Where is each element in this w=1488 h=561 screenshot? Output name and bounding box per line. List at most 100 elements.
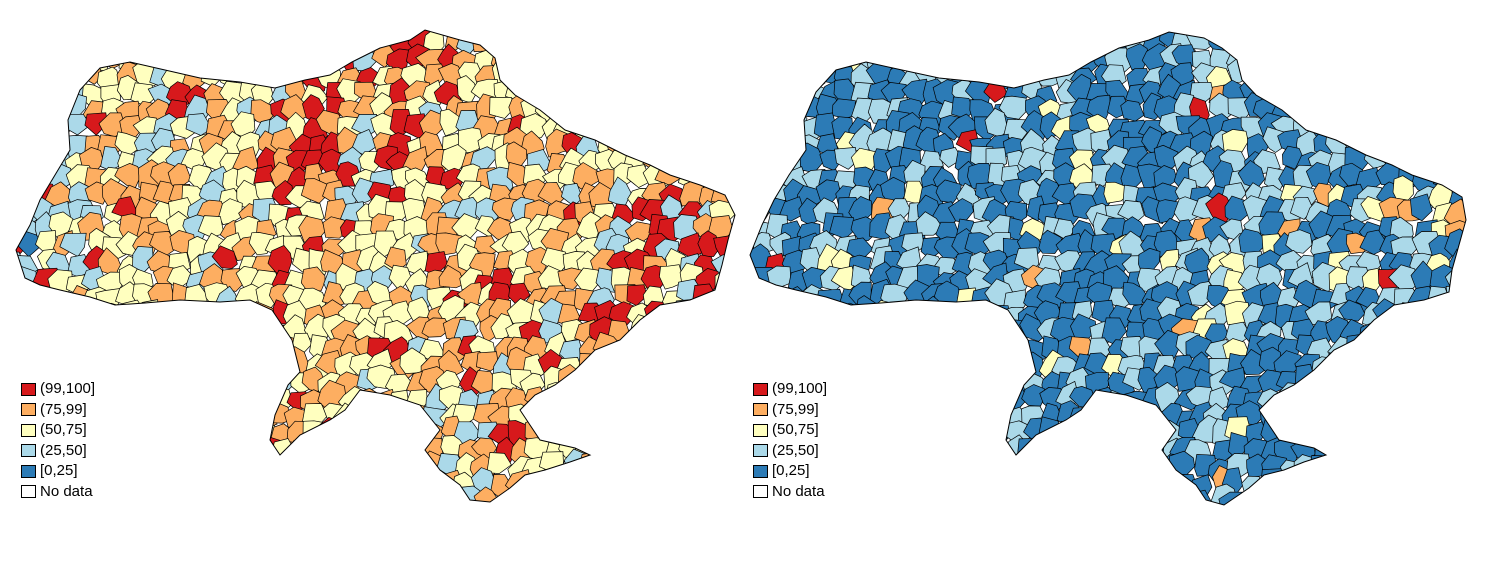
district-region bbox=[1393, 317, 1419, 343]
legend-label: (50,75] bbox=[772, 421, 819, 438]
district-region bbox=[35, 130, 60, 155]
district-region bbox=[16, 288, 39, 310]
district-region bbox=[44, 304, 74, 328]
district-region bbox=[957, 419, 981, 449]
district-region bbox=[1426, 64, 1456, 90]
district-region bbox=[165, 470, 191, 496]
district-region bbox=[16, 127, 27, 155]
district-region bbox=[681, 353, 708, 379]
district-region bbox=[304, 33, 334, 57]
district-region bbox=[1428, 115, 1458, 142]
legend-item: [0,25] bbox=[21, 461, 95, 482]
district-region bbox=[163, 321, 192, 349]
district-region bbox=[592, 415, 622, 446]
legend-label: No data bbox=[40, 482, 93, 500]
district-region bbox=[1339, 44, 1368, 69]
district-region bbox=[1381, 436, 1406, 466]
district-region bbox=[970, 440, 998, 469]
district-region bbox=[170, 421, 198, 444]
district-region bbox=[951, 438, 978, 465]
district-region bbox=[984, 304, 1012, 326]
district-region bbox=[954, 485, 982, 505]
district-region bbox=[830, 418, 855, 449]
district-region bbox=[1444, 82, 1466, 110]
district-region bbox=[1106, 32, 1136, 42]
district-region bbox=[1375, 417, 1401, 440]
district-region bbox=[768, 61, 794, 86]
district-region bbox=[82, 336, 112, 359]
district-region bbox=[317, 433, 343, 459]
district-region bbox=[508, 44, 532, 76]
district-region bbox=[16, 180, 39, 204]
district-region bbox=[350, 488, 379, 502]
district-region bbox=[675, 97, 702, 123]
district-region bbox=[882, 486, 908, 505]
district-region bbox=[764, 143, 790, 174]
district-region bbox=[1033, 452, 1064, 478]
district-region bbox=[30, 66, 56, 92]
district-region bbox=[625, 45, 651, 70]
district-region bbox=[336, 30, 362, 56]
district-region bbox=[387, 426, 411, 452]
district-region bbox=[84, 112, 108, 136]
district-region bbox=[921, 349, 948, 376]
district-region bbox=[16, 347, 45, 375]
district-region bbox=[249, 30, 276, 56]
district-region bbox=[541, 30, 568, 39]
district-region bbox=[698, 44, 721, 73]
district-region bbox=[1024, 32, 1050, 50]
district-region bbox=[522, 45, 547, 76]
district-region bbox=[1361, 401, 1387, 431]
district-region bbox=[96, 338, 123, 360]
district-region bbox=[715, 435, 735, 459]
district-region bbox=[1359, 472, 1386, 498]
district-region bbox=[761, 132, 789, 159]
district-region bbox=[939, 32, 964, 58]
district-region bbox=[881, 435, 908, 465]
district-region bbox=[163, 303, 190, 332]
district-region bbox=[16, 30, 39, 41]
district-region bbox=[1397, 380, 1424, 407]
district-region bbox=[112, 401, 142, 425]
district-region bbox=[1278, 400, 1304, 424]
district-region bbox=[403, 453, 426, 479]
district-region bbox=[903, 381, 928, 412]
district-region bbox=[1412, 386, 1439, 410]
district-region bbox=[936, 339, 964, 364]
district-region bbox=[697, 439, 723, 464]
district-region bbox=[610, 372, 639, 401]
district-region bbox=[1427, 44, 1453, 74]
district-region bbox=[676, 486, 707, 502]
district-region bbox=[1192, 414, 1219, 443]
district-region bbox=[1342, 490, 1370, 505]
district-region bbox=[560, 471, 587, 499]
district-region bbox=[766, 330, 793, 359]
district-region bbox=[388, 440, 415, 467]
district-region bbox=[573, 30, 597, 59]
district-region bbox=[838, 32, 864, 51]
district-region bbox=[661, 30, 687, 39]
district-region bbox=[648, 336, 674, 364]
district-region bbox=[647, 112, 674, 142]
district-region bbox=[101, 370, 123, 396]
district-region bbox=[570, 421, 599, 451]
district-region bbox=[1094, 472, 1116, 499]
district-region bbox=[630, 78, 657, 103]
district-region bbox=[1154, 472, 1184, 494]
district-region bbox=[317, 449, 345, 478]
district-region bbox=[779, 339, 809, 366]
district-region bbox=[659, 110, 687, 141]
district-region bbox=[512, 489, 537, 502]
district-region bbox=[931, 388, 959, 413]
district-region bbox=[1037, 490, 1060, 505]
district-region bbox=[234, 322, 256, 343]
district-region bbox=[779, 134, 806, 159]
district-region bbox=[1375, 83, 1399, 109]
district-region bbox=[66, 30, 93, 54]
district-region bbox=[936, 434, 964, 460]
district-region bbox=[880, 385, 908, 411]
district-region bbox=[1289, 58, 1320, 87]
district-region bbox=[1295, 32, 1321, 59]
district-region bbox=[300, 178, 330, 204]
district-region bbox=[933, 366, 959, 392]
